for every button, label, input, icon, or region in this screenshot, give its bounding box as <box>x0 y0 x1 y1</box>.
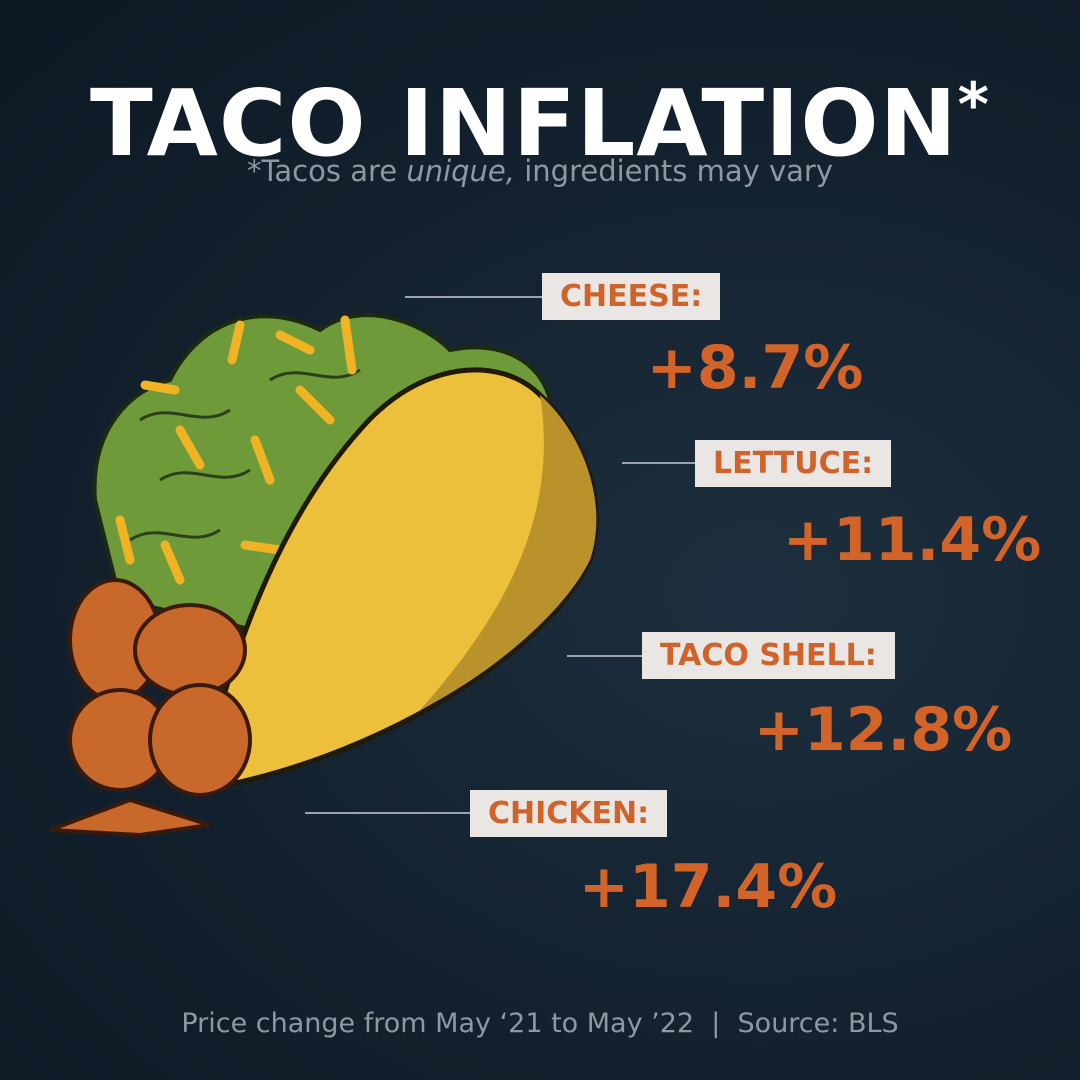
title: TACO INFLATION* <box>0 50 1080 179</box>
item-value: +17.4% <box>578 852 838 922</box>
item-value: +11.4% <box>782 505 1042 575</box>
title-mark: * <box>957 70 990 140</box>
chicken <box>49 578 252 838</box>
leader-line <box>405 296 542 298</box>
leader-line <box>567 655 642 657</box>
leader-line <box>305 812 470 814</box>
leader-line <box>622 462 695 464</box>
item-value: +12.8% <box>753 695 1013 765</box>
title-text: TACO INFLATION <box>90 70 958 177</box>
subtitle-text: ingredients may vary <box>515 154 833 188</box>
item-value: +8.7% <box>646 333 864 403</box>
lettuce-lines <box>129 368 361 542</box>
cheese <box>115 315 357 585</box>
footer: Price change from May ‘21 to May ’22 | S… <box>181 1008 899 1039</box>
taco-shell <box>196 367 599 794</box>
shell-shade <box>420 395 597 710</box>
item-label: CHEESE: <box>542 273 721 320</box>
item-label: LETTUCE: <box>695 440 892 487</box>
subtitle-text: *Tacos are <box>247 154 407 188</box>
item-label: TACO SHELL: <box>642 632 895 679</box>
item-label: CHICKEN: <box>470 790 668 837</box>
subtitle-emphasis: unique, <box>406 154 515 188</box>
subtitle: *Tacos are unique, ingredients may vary <box>0 154 1080 188</box>
